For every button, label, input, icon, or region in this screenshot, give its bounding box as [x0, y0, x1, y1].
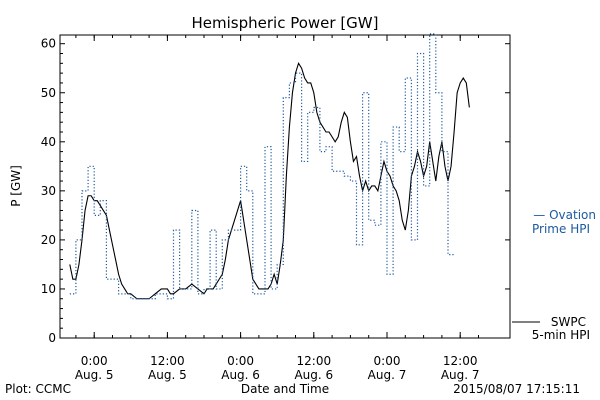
x-tick-date: Aug. 6: [294, 368, 333, 382]
x-tick-time: 0:00: [81, 354, 108, 368]
y-axis-ticks: 0 10 20 30 40 50 60: [41, 37, 510, 345]
y-tick-label: 60: [41, 37, 56, 51]
plot-credit: Plot: CCMC: [5, 382, 71, 396]
y-tick-label: 10: [41, 282, 56, 296]
x-tick-time: 0:00: [374, 354, 401, 368]
legend-swpc-line2: 5-min HPI: [532, 328, 590, 342]
x-axis-label: Date and Time: [241, 382, 329, 396]
y-axis-label: P [GW]: [9, 165, 23, 207]
legend-ovation-line2: Prime HPI: [532, 222, 590, 236]
series-layer: [69, 33, 470, 300]
series-ovation-prime-line: [69, 33, 454, 300]
x-tick-date: Aug. 5: [148, 368, 187, 382]
plot-frame: [59, 34, 511, 339]
chart-title: Hemispheric Power [GW]: [192, 14, 379, 32]
legend-ovation-line1: — Ovation: [533, 208, 596, 222]
series-swpc-line: [69, 62, 470, 300]
y-tick-label: 0: [48, 331, 56, 345]
y-tick-label: 20: [41, 233, 56, 247]
x-tick-date: Aug. 7: [441, 368, 480, 382]
plot-timestamp: 2015/08/07 17:15:11: [453, 382, 580, 396]
legend-swpc-line1: SWPC: [551, 315, 586, 329]
x-tick-time: 0:00: [227, 354, 254, 368]
y-tick-label: 30: [41, 184, 56, 198]
x-tick-date: Aug. 5: [75, 368, 114, 382]
y-tick-label: 40: [41, 135, 56, 149]
x-tick-time: 12:00: [443, 354, 478, 368]
x-tick-time: 12:00: [297, 354, 332, 368]
x-tick-date: Aug. 7: [368, 368, 407, 382]
y-tick-label: 50: [41, 86, 56, 100]
x-tick-time: 12:00: [150, 354, 185, 368]
x-tick-date: Aug. 6: [221, 368, 260, 382]
